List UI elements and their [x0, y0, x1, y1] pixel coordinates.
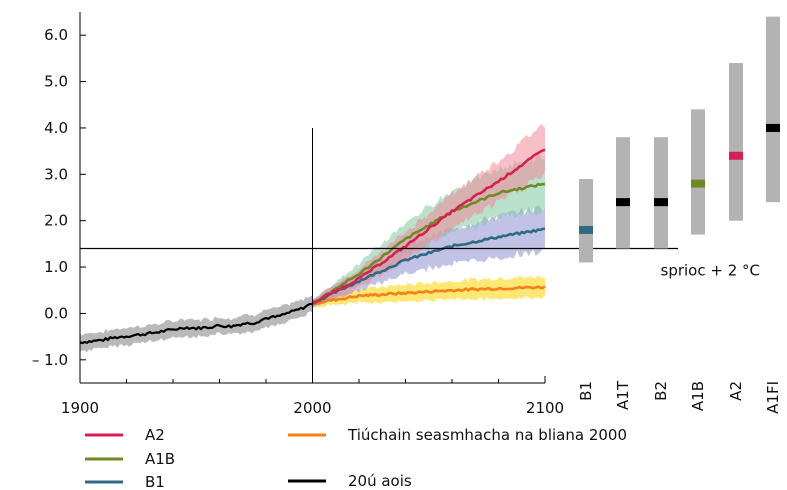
line-historical — [79, 302, 313, 345]
y-tick-label: – 1.0 — [32, 351, 68, 369]
range-bar-b2 — [654, 137, 668, 249]
y-tick-label: 6.0 — [44, 26, 68, 44]
legend-label: A2 — [145, 426, 165, 444]
range-bar-a1t — [616, 137, 630, 249]
best-estimate-a2 — [729, 151, 743, 160]
range-bar-label-a1b: A1B — [689, 381, 707, 411]
range-bar-a2 — [729, 63, 743, 221]
line-constant-2000 — [311, 285, 546, 305]
range-bar-label-a1t: A1T — [614, 380, 632, 410]
x-tick-label: 2000 — [293, 399, 331, 417]
legend-label: A1B — [145, 450, 175, 468]
range-bar-a1fi — [766, 16, 780, 203]
line-a2 — [312, 148, 546, 305]
band-historical — [80, 295, 313, 353]
range-bars: B1 A1T B2 A1B A2 A1FI — [577, 16, 782, 414]
best-estimate-a1t — [616, 198, 630, 207]
range-bar-a1b — [691, 109, 705, 235]
best-estimate-a1fi — [766, 123, 780, 132]
series-lines — [79, 148, 546, 345]
y-tick-label: 1.0 — [44, 258, 68, 276]
line-b1 — [312, 227, 546, 305]
y-tick-label: 2.0 — [44, 212, 68, 230]
legend-label: Tiúchain seasmhacha na bliana 2000 — [347, 426, 627, 444]
y-tick-label: 5.0 — [44, 73, 68, 91]
axes: 6.0 5.0 4.0 3.0 2.0 1.0 0.0 – 1.0 1900 2000 2100 — [32, 12, 564, 417]
range-bar-b1 — [579, 178, 593, 263]
legend-label: 20ú aois — [348, 472, 412, 490]
x-tick-label: 1900 — [61, 399, 99, 417]
best-estimate-b1 — [579, 225, 593, 234]
y-tick-label: 0.0 — [44, 304, 68, 322]
legend: A2 A1B B1 Tiúchain seasmhacha na bliana 200… — [85, 426, 627, 490]
best-estimate-a1b — [691, 179, 705, 188]
threshold-label: sprioc + 2 °C — [661, 262, 761, 280]
range-bar-label-a1fi: A1FI — [764, 381, 782, 414]
range-bar-label-b1: B1 — [577, 381, 595, 401]
band-a2 — [312, 124, 545, 308]
threshold-line-group: sprioc + 2 °C — [80, 247, 761, 280]
legend-label: B1 — [145, 473, 165, 490]
range-bar-label-a2: A2 — [727, 381, 745, 401]
range-bar-label-b2: B2 — [652, 381, 670, 401]
best-estimate-b2 — [654, 198, 668, 207]
y-tick-label: 4.0 — [44, 119, 68, 137]
x-tick-label: 2100 — [526, 399, 564, 417]
y-tick-label: 3.0 — [44, 165, 68, 183]
